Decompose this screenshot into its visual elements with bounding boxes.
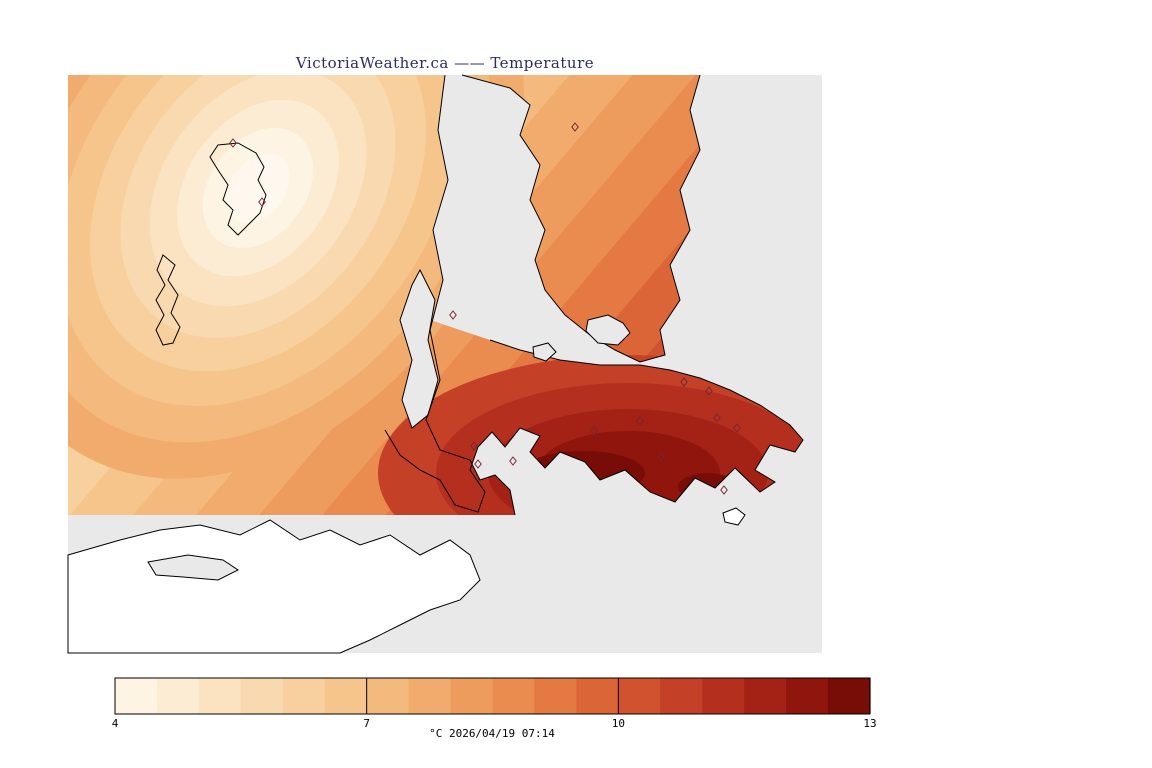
station-marker xyxy=(470,441,478,451)
colorbar-tick-label: 7 xyxy=(363,717,370,730)
station-markers xyxy=(229,122,741,495)
cold-anomaly-rings xyxy=(68,75,525,479)
station-marker xyxy=(733,423,741,433)
colorbar-ticks: 4 7 10 13 xyxy=(112,678,877,730)
station-marker xyxy=(720,485,728,495)
colorbar: 4 7 10 13 °C 2026/04/19 07:14 xyxy=(112,677,877,740)
island-outline xyxy=(155,254,181,346)
island-outline xyxy=(209,142,267,236)
temperature-map xyxy=(67,74,822,654)
coastline xyxy=(425,74,516,516)
coastline xyxy=(384,339,804,513)
island-outline xyxy=(585,314,631,346)
station-marker xyxy=(713,413,721,423)
colorbar-cells xyxy=(114,677,871,715)
station-marker xyxy=(590,426,598,436)
station-marker xyxy=(509,456,517,466)
station-marker xyxy=(474,459,482,469)
colorbar-tick-label: 4 xyxy=(112,717,119,730)
station-marker xyxy=(636,416,644,426)
colorbar-tick-label: 10 xyxy=(612,717,625,730)
station-marker xyxy=(705,386,713,396)
no-data-landmass xyxy=(67,519,481,654)
page-title: VictoriaWeather.ca —— Temperature xyxy=(295,54,594,72)
colorbar-tick-label: 13 xyxy=(863,717,876,730)
station-marker xyxy=(680,377,688,387)
station-marker xyxy=(449,310,457,320)
saanich-inlet xyxy=(399,268,439,429)
lake xyxy=(147,554,239,581)
station-marker xyxy=(657,452,665,462)
station-marker xyxy=(229,138,237,148)
island-outline xyxy=(532,342,557,362)
colorbar-caption: °C 2026/04/19 07:14 xyxy=(429,727,555,740)
station-marker xyxy=(571,122,579,132)
island-outline xyxy=(722,507,746,526)
station-marker xyxy=(258,197,266,207)
